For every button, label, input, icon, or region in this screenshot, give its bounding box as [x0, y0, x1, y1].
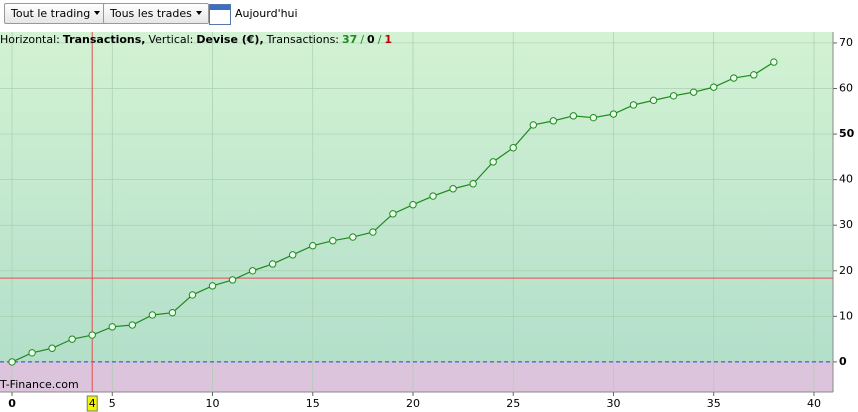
- point: [88, 331, 96, 339]
- point: [449, 185, 457, 193]
- x-tick-label: 15: [306, 397, 320, 410]
- point: [689, 88, 698, 96]
- info-text: Transactions:: [266, 33, 340, 46]
- point: [569, 112, 578, 120]
- x-tick-label: 25: [506, 397, 520, 410]
- point: [369, 228, 377, 236]
- point: [609, 110, 618, 118]
- point: [710, 83, 718, 91]
- x-tick-label: 40: [807, 397, 821, 410]
- point: [429, 192, 437, 200]
- plot-bg-positive: [0, 32, 833, 362]
- point: [629, 101, 638, 109]
- x-tick-label: 30: [606, 397, 620, 410]
- point: [529, 121, 537, 129]
- calendar-icon[interactable]: [209, 4, 231, 25]
- info-text: 0: [367, 33, 375, 46]
- trades-dropdown[interactable]: Tous les trades: [103, 3, 209, 24]
- point: [168, 309, 177, 317]
- x-tick-label: 0: [8, 397, 16, 410]
- point: [48, 344, 56, 352]
- x-tick-label: 10: [206, 397, 220, 410]
- x-tick-label: 5: [109, 397, 116, 410]
- y-tick-label: 60: [839, 82, 853, 95]
- point: [108, 323, 116, 331]
- y-tick-label: 10: [839, 309, 853, 322]
- point: [409, 201, 417, 209]
- cursor-label-bg: [86, 395, 98, 412]
- calendar-header: [210, 5, 230, 10]
- info-text: Devise (€),: [196, 33, 264, 46]
- y-tick-label: 30: [839, 218, 853, 231]
- point: [208, 282, 217, 290]
- info-text: /: [377, 33, 382, 46]
- x-tick-label: 35: [707, 397, 721, 410]
- info-text: Horizontal:: [0, 33, 60, 46]
- y-tick-label: 50: [839, 127, 855, 140]
- point: [549, 117, 558, 125]
- y-tick-label: 20: [839, 264, 853, 277]
- y-tick-label: 70: [839, 36, 853, 49]
- range-dropdown[interactable]: Tout le trading: [4, 3, 108, 24]
- watermark: T-Finance.com: [0, 378, 79, 391]
- point: [68, 335, 76, 343]
- date-label[interactable]: Aujourd'hui: [235, 7, 298, 20]
- point: [509, 144, 517, 152]
- info-text: 1: [384, 33, 393, 46]
- point: [489, 158, 497, 166]
- point: [349, 233, 357, 241]
- point: [649, 96, 658, 105]
- point: [248, 267, 257, 275]
- point: [268, 260, 277, 268]
- x-tick-label: 20: [406, 397, 420, 410]
- info-text: Transactions,: [62, 33, 146, 46]
- y-tick-label: 0: [839, 355, 847, 368]
- point: [589, 113, 598, 122]
- y-tick-label: 40: [839, 173, 853, 186]
- point: [329, 237, 337, 245]
- info-line: Horizontal: Transactions, Vertical: Devise …: [0, 33, 395, 46]
- point: [128, 321, 137, 329]
- point: [8, 358, 16, 366]
- point: [289, 251, 297, 259]
- point: [469, 180, 477, 188]
- point: [770, 58, 778, 66]
- point: [148, 311, 157, 319]
- info-text: 37: [342, 33, 358, 46]
- cursor-label: 4: [89, 397, 96, 410]
- point: [309, 242, 317, 250]
- point: [188, 291, 197, 299]
- point: [389, 210, 397, 218]
- info-text: /: [360, 33, 365, 46]
- point: [28, 349, 36, 357]
- point: [730, 74, 738, 82]
- point: [750, 71, 758, 79]
- point: [669, 92, 678, 100]
- info-text: Vertical:: [148, 33, 194, 46]
- point: [228, 276, 237, 284]
- plot-bg-negative: [0, 361, 833, 392]
